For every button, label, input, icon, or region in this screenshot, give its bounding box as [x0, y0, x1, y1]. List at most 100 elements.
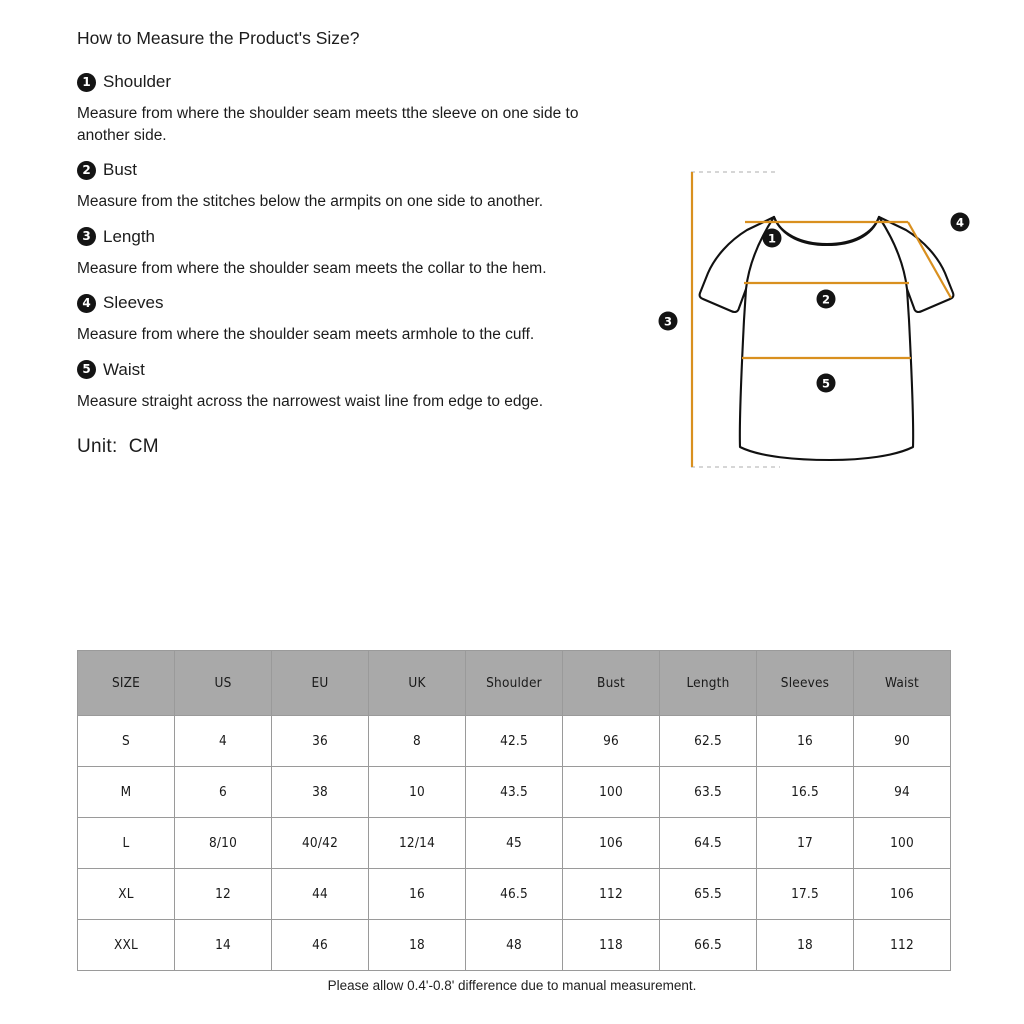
step-sleeves-heading: 4 Sleeves: [77, 293, 622, 313]
tshirt-measurement-diagram: 1 2 3 4 5: [645, 155, 1005, 500]
step-waist: 5 Waist Measure straight across the narr…: [77, 360, 622, 413]
cell-length: 65.5: [659, 868, 757, 920]
step-number-badge-3: 3: [77, 227, 96, 246]
table-header-row: SIZE US EU UK Shoulder Bust Length Sleev…: [77, 650, 951, 716]
cell-waist: 90: [853, 715, 951, 767]
cell-bust: 96: [562, 715, 660, 767]
step-bust-label: Bust: [103, 160, 138, 179]
measurement-disclaimer: Please allow 0.4'-0.8' difference due to…: [327, 978, 697, 993]
sleeves-measure-line: [907, 221, 952, 299]
table-row: L 8/10 40/42 12/14 45 106 64.5 17 100: [77, 817, 951, 869]
cell-size: XL: [77, 868, 175, 920]
diagram-marker-4-label: 4: [956, 216, 964, 230]
step-sleeves-description: Measure from where the shoulder seam mee…: [77, 326, 535, 343]
cell-uk: 12/14: [368, 817, 466, 869]
step-bust-heading: 2 Bust: [77, 160, 622, 180]
step-shoulder-label: Shoulder: [103, 72, 172, 91]
size-chart-table-container: SIZE US EU UK Shoulder Bust Length Sleev…: [77, 650, 951, 971]
cell-shoulder: 48: [465, 919, 563, 971]
cell-waist: 100: [853, 817, 951, 869]
cell-us: 12: [174, 868, 272, 920]
column-header-bust: Bust: [562, 650, 660, 716]
cell-length: 64.5: [659, 817, 757, 869]
page-title: How to Measure the Product's Size?: [77, 28, 360, 48]
cell-eu: 38: [271, 766, 369, 818]
column-header-uk: UK: [368, 650, 466, 716]
cell-shoulder: 45: [465, 817, 563, 869]
measurement-instructions: How to Measure the Product's Size? 1 Sho…: [77, 26, 622, 458]
cell-sleeves: 16: [756, 715, 854, 767]
collar-curve: [772, 215, 881, 247]
diagram-marker-2: 2: [816, 289, 836, 309]
cell-eu: 44: [271, 868, 369, 920]
cell-length: 63.5: [659, 766, 757, 818]
cell-us: 14: [174, 919, 272, 971]
column-header-us: US: [174, 650, 272, 716]
step-length-heading: 3 Length: [77, 227, 622, 247]
column-header-shoulder: Shoulder: [465, 650, 563, 716]
size-chart-table: SIZE US EU UK Shoulder Bust Length Sleev…: [77, 650, 951, 971]
cell-size: L: [77, 817, 175, 869]
table-row: XXL 14 46 18 48 118 66.5 18 112: [77, 919, 951, 971]
cell-uk: 8: [368, 715, 466, 767]
diagram-marker-5: 5: [816, 373, 836, 393]
step-length: 3 Length Measure from where the shoulder…: [77, 227, 622, 280]
column-header-sleeves: Sleeves: [756, 650, 854, 716]
diagram-marker-3: 3: [658, 311, 678, 331]
cell-uk: 16: [368, 868, 466, 920]
cell-size: S: [77, 715, 175, 767]
step-sleeves: 4 Sleeves Measure from where the shoulde…: [77, 293, 622, 346]
cell-uk: 18: [368, 919, 466, 971]
cell-eu: 46: [271, 919, 369, 971]
right-sleeve-seam: [877, 215, 909, 291]
table-row: M 6 38 10 43.5 100 63.5 16.5 94: [77, 766, 951, 818]
diagram-marker-2-label: 2: [822, 293, 830, 307]
cell-length: 66.5: [659, 919, 757, 971]
step-waist-description: Measure straight across the narrowest wa…: [77, 392, 544, 410]
cell-sleeves: 16.5: [756, 766, 854, 818]
cell-waist: 94: [853, 766, 951, 818]
cell-us: 6: [174, 766, 272, 818]
step-length-label: Length: [103, 226, 155, 246]
cell-eu: 40/42: [271, 817, 369, 869]
unit-line: Unit: CM: [77, 436, 622, 458]
step-number-badge-5: 5: [77, 360, 96, 379]
step-shoulder: 1 Shoulder Measure from where the should…: [77, 72, 622, 146]
column-header-eu: EU: [271, 650, 369, 716]
cell-size: XXL: [77, 919, 175, 971]
step-bust: 2 Bust Measure from the stitches below t…: [77, 160, 622, 213]
unit-value: CM: [128, 436, 159, 457]
cell-bust: 106: [562, 817, 660, 869]
cell-size: M: [77, 766, 175, 818]
step-waist-heading: 5 Waist: [77, 360, 622, 380]
column-header-size: SIZE: [77, 650, 175, 716]
step-number-badge-4: 4: [77, 293, 96, 313]
cell-shoulder: 42.5: [465, 715, 563, 767]
diagram-marker-1: 1: [762, 228, 782, 248]
cell-bust: 100: [562, 766, 660, 818]
column-header-waist: Waist: [853, 650, 951, 716]
cell-waist: 106: [853, 868, 951, 920]
step-shoulder-description: Measure from where the shoulder seam mee…: [77, 105, 579, 144]
cell-uk: 10: [368, 766, 466, 818]
diagram-marker-4: 4: [950, 212, 970, 232]
cell-bust: 118: [562, 919, 660, 971]
cell-length: 62.5: [659, 715, 757, 767]
step-length-description: Measure from where the shoulder seam mee…: [77, 259, 547, 277]
diagram-marker-5-label: 5: [822, 377, 830, 391]
step-number-badge-2: 2: [77, 160, 96, 180]
step-shoulder-heading: 1 Shoulder: [77, 72, 622, 92]
unit-label: Unit:: [77, 436, 118, 457]
cell-waist: 112: [853, 919, 951, 971]
cell-bust: 112: [562, 868, 660, 920]
step-number-badge-1: 1: [77, 72, 96, 92]
cell-shoulder: 46.5: [465, 868, 563, 920]
step-waist-label: Waist: [103, 359, 145, 379]
cell-sleeves: 17.5: [756, 868, 854, 920]
diagram-marker-1-label: 1: [768, 232, 776, 246]
table-row: S 4 36 8 42.5 96 62.5 16 90: [77, 715, 951, 767]
left-sleeve-seam: [744, 215, 776, 291]
diagram-marker-3-label: 3: [664, 315, 672, 329]
table-row: XL 12 44 16 46.5 112 65.5 17.5 106: [77, 868, 951, 920]
cell-eu: 36: [271, 715, 369, 767]
